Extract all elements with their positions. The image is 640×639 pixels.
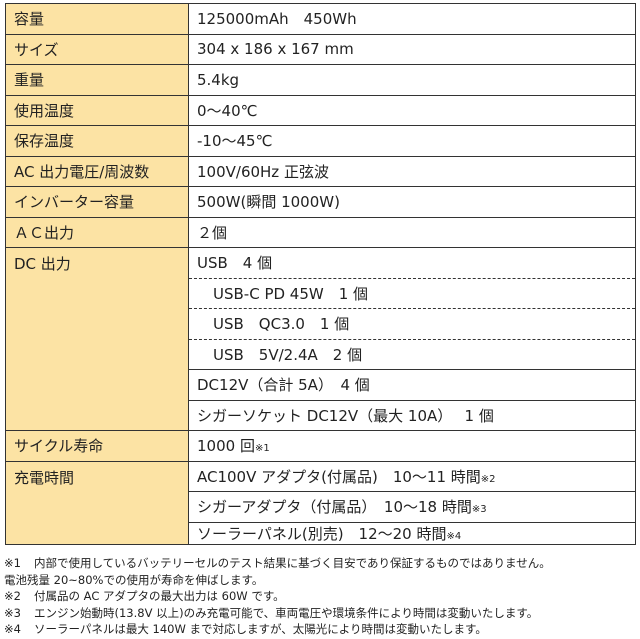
note-ref: ※1 [254,443,270,455]
cycle-value: 1000 回※1 [188,430,636,462]
table-row: AC 出力電圧/周波数 100V/60Hz 正弦波 [5,155,636,187]
dc-item: USB QC3.0 1 個 [188,308,636,340]
dc-item: DC12V（合計 5A） 4 個 [188,369,636,401]
note-ref: ※2 [480,473,496,485]
cycle-label: サイクル寿命 [5,430,189,462]
table-row: 保存温度 -10～45℃ [5,125,636,157]
table-row: DC 出力 USB 4 個 [5,247,636,431]
footnote-text: ソーラーパネルは最大 140W まで対応しますが、太陽光により時間は変動いたしま… [34,622,487,636]
row-value: 100V/60Hz 正弦波 [188,155,636,187]
note-ref: ※4 [446,530,462,542]
row-label: AC 出力電圧/周波数 [5,155,189,187]
value-text: ソーラーパネル(別売) 12～20 時間 [197,524,447,543]
row-value: 500W(瞬間 1000W) [188,186,636,218]
row-value: -10～45℃ [188,125,636,157]
dc-label: DC 出力 [5,247,189,431]
charge-item: AC100V アダプタ(付属品) 10～11 時間※2 [188,460,636,492]
charge-item: ソーラーパネル(別売) 12～20 時間※4 [188,521,636,545]
footnote: ※3 エンジン始動時(13.8V 以上)のみ充電可能で、車両電圧や環境条件により時… [4,605,640,622]
row-label: サイズ [5,33,189,65]
table-row: ＡＣ出力 ２個 [5,216,636,248]
row-label: 保存温度 [5,125,189,157]
row-label: インバーター容量 [5,186,189,218]
footnote: ※1 内部で使用しているバッテリーセルのテスト結果に基づく目安であり保証するもので… [4,555,640,572]
table-row: サイズ 304 x 186 x 167 mm [5,33,636,65]
footnote-mark: ※4 [4,622,21,636]
table-row: シガーアダプタ（付属品） 10～18 時間※3 [6,491,636,523]
table-row: シガーソケット DC12V（最大 10A） 1 個 [6,399,636,431]
footnote: ※2 付属品の AC アダプタの最大出力は 60W です。 [4,588,640,605]
table-row: サイクル寿命 1000 回※1 [5,430,636,462]
table-row: インバーター容量 500W(瞬間 1000W) [5,186,636,218]
table-row: USB-C PD 45W 1 個 [6,277,636,309]
row-value: 0～40℃ [188,94,636,126]
footnotes: ※1 内部で使用しているバッテリーセルのテスト結果に基づく目安であり保証するもので… [4,555,640,638]
row-label: 容量 [5,3,189,35]
charge-label: 充電時間 [5,460,189,545]
dc-item: USB-C PD 45W 1 個 [188,277,636,309]
table-row: 容量 125000mAh 450Wh [5,3,636,35]
note-ref: ※3 [471,504,487,516]
footnote-continuation: 電池残量 20~80%での使用が寿命を伸ばします。 [4,572,264,587]
table-row: DC12V（合計 5A） 4 個 [6,369,636,401]
row-value: 304 x 186 x 167 mm [188,33,636,65]
dc-item: USB 5V/2.4A 2 個 [188,338,636,370]
footnote: ※4 ソーラーパネルは最大 140W まで対応しますが、太陽光により時間は変動いた… [4,621,640,638]
table-row: USB QC3.0 1 個 [6,308,636,340]
footnote-text: 内部で使用しているバッテリーセルのテスト結果に基づく目安であり保証するものではあ… [34,556,551,570]
dc-item: USB 4 個 [188,247,636,279]
value-text: シガーアダプタ（付属品） 10～18 時間 [197,498,472,517]
footnote-text: エンジン始動時(13.8V 以上)のみ充電可能で、車両電圧や環境条件により時間は… [34,605,539,620]
footnote-mark: ※2 [4,589,21,603]
table-row: 使用温度 0～40℃ [5,94,636,126]
footnote-text: 付属品の AC アダプタの最大出力は 60W です。 [34,589,285,603]
row-value: 125000mAh 450Wh [188,3,636,35]
row-label: 使用温度 [5,94,189,126]
footnote-mark: ※3 [4,605,21,620]
charge-item: シガーアダプタ（付属品） 10～18 時間※3 [188,491,636,523]
table-row: 重量 5.4kg [5,64,636,96]
footnote-mark: ※1 [4,556,21,570]
value-text: 1000 回 [197,437,255,456]
dc-item: シガーソケット DC12V（最大 10A） 1 個 [188,399,636,431]
value-text: AC100V アダプタ(付属品) 10～11 時間 [197,467,481,486]
row-value: 5.4kg [188,64,636,96]
table-row: ソーラーパネル(別売) 12～20 時間※4 [6,521,636,545]
row-label: ＡＣ出力 [5,216,189,248]
row-label: 重量 [5,64,189,96]
spec-table: 容量 125000mAh 450Wh サイズ 304 x 186 x 167 mm … [5,3,636,545]
table-row: 充電時間 AC100V アダプタ(付属品) 10～11 時間※2 [5,460,636,545]
row-value: ２個 [188,216,636,248]
